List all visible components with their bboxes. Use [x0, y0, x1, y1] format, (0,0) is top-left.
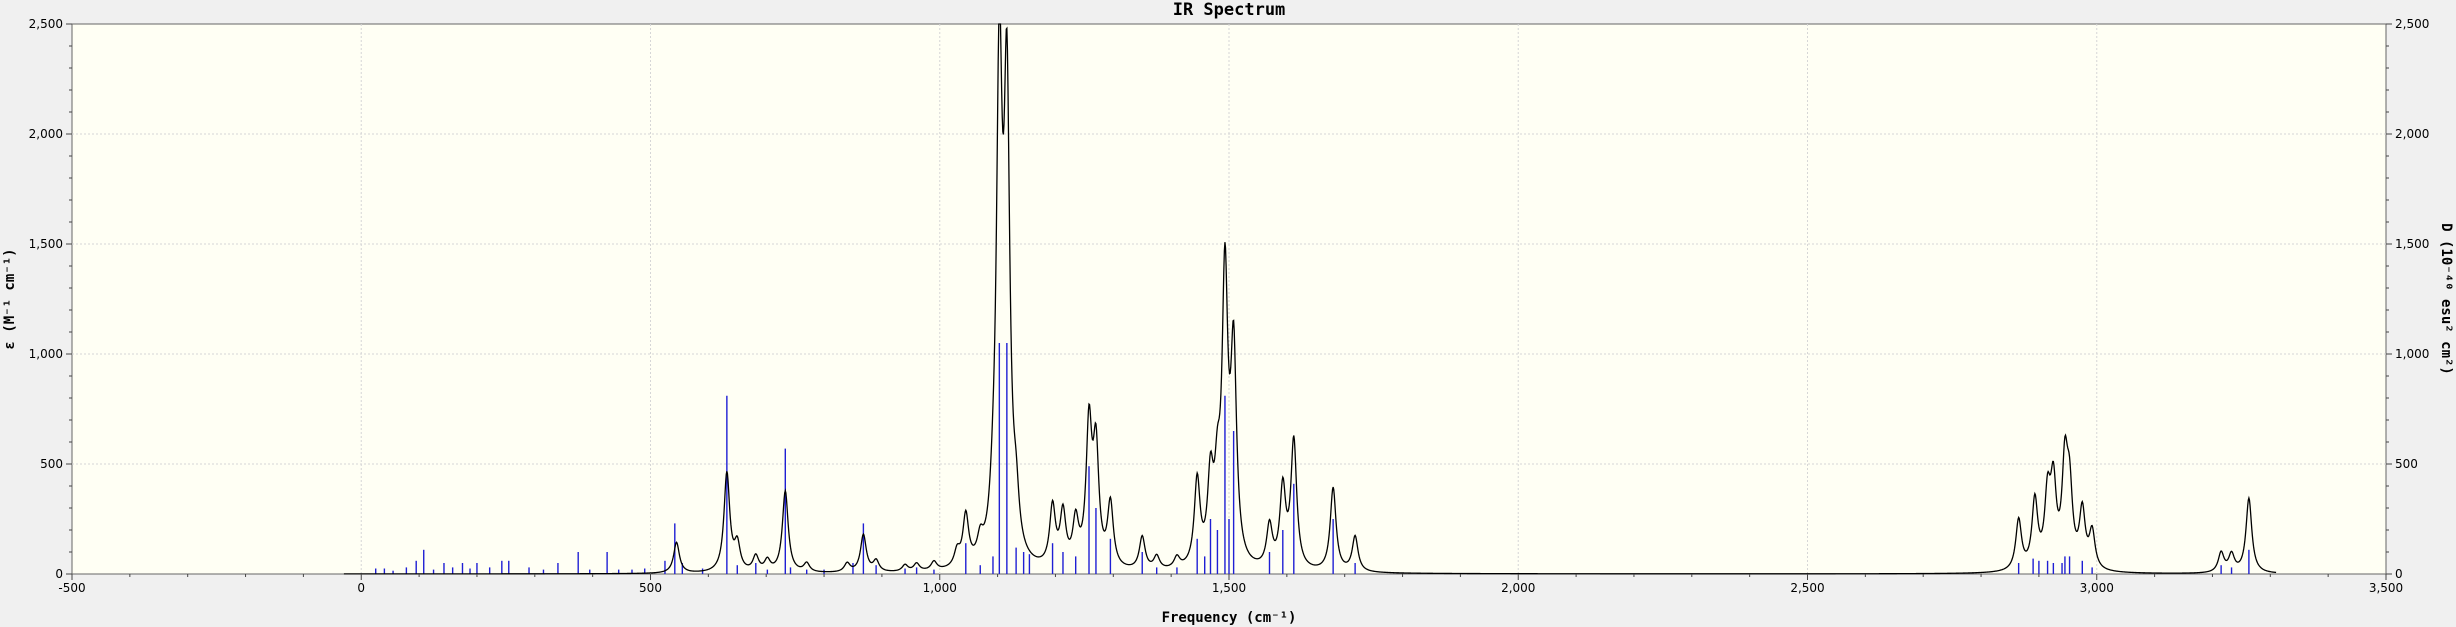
y-axis-label-left: ε (M⁻¹ cm⁻¹): [2, 248, 18, 349]
y-right-tick-label: 1,500: [2395, 237, 2429, 251]
x-tick-label: 1,500: [1212, 581, 1246, 595]
grid-lines: [72, 24, 2386, 574]
chart-title: IR Spectrum: [1173, 0, 1286, 20]
x-axis-label: Frequency (cm⁻¹): [1162, 610, 1297, 626]
y-left-tick-label: 500: [40, 457, 63, 471]
y-left-tick-label: 1,500: [29, 237, 63, 251]
x-tick-label: 2,500: [1790, 581, 1824, 595]
y-axis-label-right: D (10⁻⁴⁰ esu² cm²): [2438, 223, 2454, 375]
stick-series: [375, 343, 2250, 574]
y-left-tick-label: 2,500: [29, 17, 63, 31]
y-right-tick-label: 1,000: [2395, 347, 2429, 361]
x-tick-label: 1,000: [923, 581, 957, 595]
plot-area: [71, 23, 2387, 575]
spectrum-line: [343, 23, 2277, 575]
x-tick-label: 2,000: [1501, 581, 1535, 595]
x-tick-label: 500: [639, 581, 662, 595]
y-left-tick-label: 2,000: [29, 127, 63, 141]
y-right-tick-label: 2,500: [2395, 17, 2429, 31]
y-right-tick-label: 2,000: [2395, 127, 2429, 141]
y-left-tick-label: 1,000: [29, 347, 63, 361]
y-right-tick-label: 0: [2395, 567, 2403, 581]
axis-ticks: [66, 23, 2392, 580]
spectrum-series: [343, 23, 2277, 575]
x-tick-label: 3,000: [2080, 581, 2114, 595]
y-right-tick-label: 500: [2395, 457, 2418, 471]
x-tick-label: -500: [58, 581, 85, 595]
x-tick-label: 0: [357, 581, 365, 595]
y-left-tick-label: 0: [55, 567, 63, 581]
x-tick-label: 3,500: [2369, 581, 2403, 595]
